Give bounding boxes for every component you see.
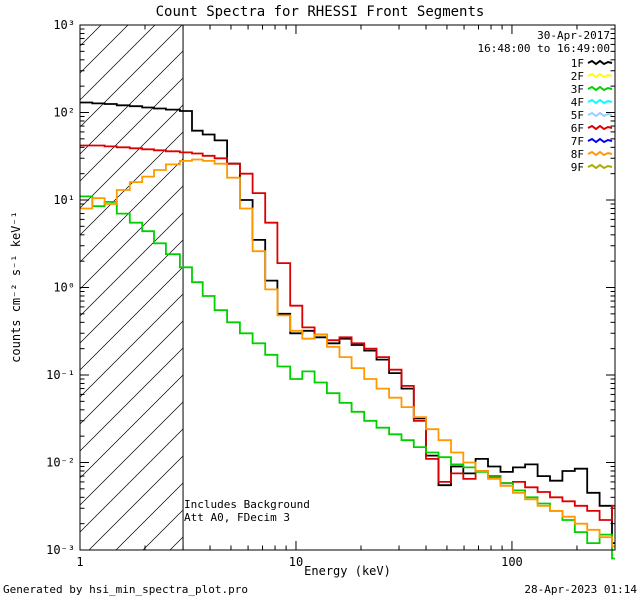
y-axis-label: counts cm⁻² s⁻¹ keV⁻¹: [9, 211, 23, 363]
legend-label-2F: 2F: [571, 70, 584, 83]
legend-line-2F: [587, 72, 613, 79]
annotation-background: Includes Background: [184, 498, 310, 511]
legend-label-9F: 9F: [571, 161, 584, 174]
curve-8F: [80, 158, 615, 548]
observation-date: 30-Apr-2017: [537, 29, 610, 42]
hatch-region: [80, 25, 184, 550]
observation-time-range: 16:48:00 to 16:49:00: [477, 42, 610, 55]
plot-frame: [79, 24, 616, 551]
y-tick-label: 10³: [53, 18, 75, 32]
axis-ticks: [79, 24, 615, 551]
y-tick-label: 10⁰: [53, 281, 75, 295]
legend-line-5F: [587, 111, 613, 118]
curve-3F: [80, 195, 615, 560]
legend-label-6F: 6F: [571, 122, 584, 135]
y-tick-label: 10⁻²: [46, 456, 75, 470]
legend-label-1F: 1F: [571, 57, 584, 70]
x-axis-label: Energy (keV): [304, 564, 391, 578]
y-tick-label: 10⁻¹: [46, 368, 75, 382]
legend-line-6F: [587, 124, 613, 131]
legend-line-7F: [587, 137, 613, 144]
generator-credit: Generated by hsi_min_spectra_plot.pro: [3, 583, 249, 596]
curve-6F: [80, 144, 615, 521]
legend-label-5F: 5F: [571, 109, 584, 122]
annotation-attenuator: Att A0, FDecim 3: [184, 511, 290, 524]
legend-line-8F: [587, 150, 613, 157]
legend-line-9F: [587, 163, 613, 170]
x-tick-label: 10: [289, 555, 303, 569]
x-tick-label: 100: [501, 555, 523, 569]
y-tick-label: 10¹: [53, 193, 75, 207]
legend-label-4F: 4F: [571, 96, 584, 109]
legend-line-1F: [587, 59, 613, 66]
x-tick-label: 1: [76, 555, 83, 569]
legend-line-4F: [587, 98, 613, 105]
y-tick-label: 10⁻³: [46, 543, 75, 557]
legend-line-3F: [587, 85, 613, 92]
y-tick-label: 10²: [53, 106, 75, 120]
plot-title: Count Spectra for RHESSI Front Segments: [155, 4, 485, 20]
curve-1F: [80, 101, 615, 544]
legend-label-7F: 7F: [571, 135, 584, 148]
legend-label-8F: 8F: [571, 148, 584, 161]
plot-generated-timestamp: 28-Apr-2023 01:14: [524, 583, 637, 596]
legend-label-3F: 3F: [571, 83, 584, 96]
